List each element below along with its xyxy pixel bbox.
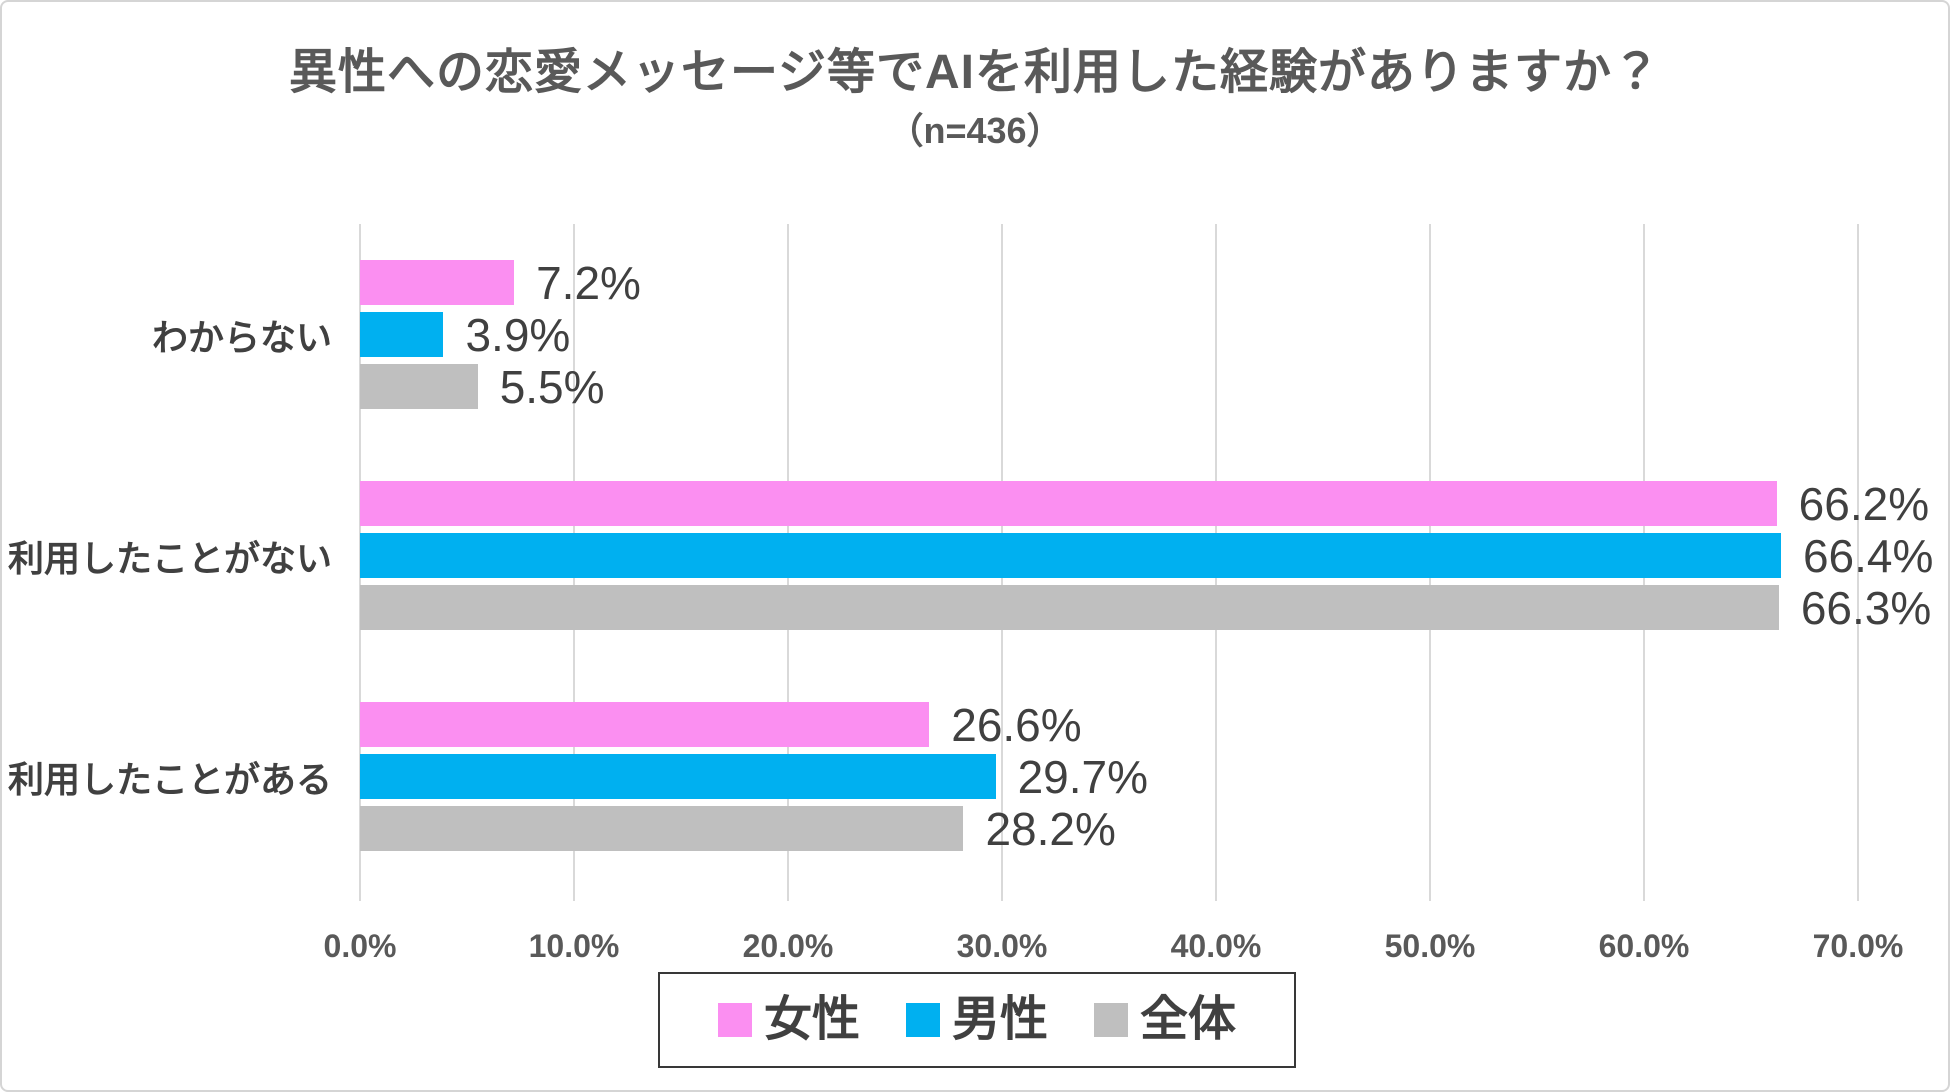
chart-title: 異性への恋愛メッセージ等でAIを利用した経験がありますか？ <box>288 46 1662 99</box>
legend-swatch-male <box>905 1003 940 1037</box>
sample-size-label: （n=436） <box>887 110 1063 151</box>
bar-group-2: 26.6% 29.7% 28.2% <box>360 666 1858 887</box>
bar-row-total-1: 66.3% <box>360 585 1931 631</box>
legend-item-total: 全体 <box>1094 996 1236 1044</box>
bar-male-0 <box>360 312 444 357</box>
bar-female-0 <box>360 260 515 305</box>
bar-row-total-0: 5.5% <box>360 360 1858 413</box>
bar-total-1 <box>360 585 1779 630</box>
bar-block-1: 66.2% 66.4% 66.3% <box>360 481 1933 631</box>
legend-item-female: 女性 <box>717 993 860 1046</box>
x-tick-60.0%: 60.0% <box>1598 928 1690 964</box>
bar-row-female-0: 7.2% <box>360 256 1858 309</box>
value-label-male-2: 29.7% <box>1017 750 1149 803</box>
value-label-female-1: 66.2% <box>1798 477 1930 530</box>
bar-group-0: 7.2% 3.9% 5.5% <box>360 224 1858 445</box>
bar-male-2 <box>360 754 996 799</box>
bar-female-1 <box>360 481 1777 526</box>
value-label-male-0: 3.9% <box>465 308 571 361</box>
legend-label-male: 男性 <box>951 993 1048 1046</box>
bar-groups: 7.2% 3.9% 5.5% 66.2% 66.4% 66.3% 26.6% 29.7% 28.… <box>360 224 1933 887</box>
legend-label-total: 全体 <box>1140 993 1237 1046</box>
bar-female-2 <box>360 702 930 747</box>
value-label-female-2: 26.6% <box>951 698 1082 751</box>
value-label-total-1: 66.3% <box>1800 581 1932 634</box>
legend-label-female: 女性 <box>763 993 860 1046</box>
value-label-total-0: 5.5% <box>499 360 605 413</box>
x-tick-40.0%: 40.0% <box>1170 928 1262 964</box>
legend: 女性 男性 全体 <box>658 972 1296 1068</box>
bar-group-1: 66.2% 66.4% 66.3% <box>360 445 1933 666</box>
bar-row-male-2: 29.7% <box>360 750 1858 803</box>
x-tick-30.0%: 30.0% <box>956 928 1048 964</box>
bar-row-total-2: 28.2% <box>360 802 1858 855</box>
legend-item-male: 男性 <box>905 993 1048 1046</box>
bar-total-2 <box>360 806 964 851</box>
category-label-0: わからない <box>151 316 332 358</box>
legend-swatch-total <box>1094 1003 1128 1037</box>
x-tick-10.0%: 10.0% <box>528 928 620 964</box>
value-label-male-1: 66.4% <box>1802 529 1934 582</box>
x-tick-50.0%: 50.0% <box>1384 928 1476 964</box>
bar-row-male-1: 66.4% <box>360 533 1933 579</box>
bar-total-0 <box>360 364 478 409</box>
bar-row-male-0: 3.9% <box>360 308 1858 361</box>
x-tick-70.0%: 70.0% <box>1812 928 1904 964</box>
value-label-total-2: 28.2% <box>985 802 1116 855</box>
bar-row-female-2: 26.6% <box>360 698 1858 751</box>
bar-block-2: 26.6% 29.7% 28.2% <box>360 698 1858 855</box>
gridline-70.0% <box>1857 224 1859 901</box>
bar-male-1 <box>360 533 1781 578</box>
x-tick-0.0%: 0.0% <box>323 928 397 964</box>
category-label-1: 利用したことがない <box>7 537 332 579</box>
bar-row-female-1: 66.2% <box>360 481 1929 527</box>
value-label-female-0: 7.2% <box>536 256 641 309</box>
plot-area: 7.2% 3.9% 5.5% 66.2% 66.4% 66.3% 26.6% 29.7% 28.… <box>359 224 1933 901</box>
category-label-2: 利用したことがある <box>7 758 332 800</box>
x-tick-20.0%: 20.0% <box>742 928 834 964</box>
category-labels: わからない利用したことがない 利用したことがある <box>7 224 332 887</box>
legend-swatch-female <box>717 1003 752 1037</box>
x-axis-ticks: 0.0% 10.0% 20.0% 30.0% 40.0% 50.0% 60.0% 70.0% <box>324 927 1904 971</box>
bar-block-0: 7.2% 3.9% 5.5% <box>360 256 1858 413</box>
